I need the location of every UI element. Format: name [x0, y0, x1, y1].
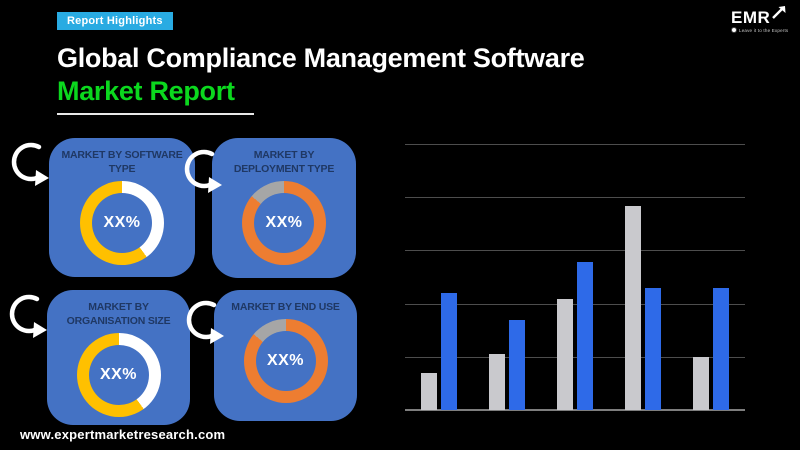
tile-market-by-organisation-size: MARKET BY ORGANISATION SIZE XX%: [47, 290, 190, 425]
donut-chart: XX%: [242, 181, 326, 265]
logo-tagline: Leave it to the Experts: [739, 27, 789, 33]
gray-series-bar: [421, 372, 437, 410]
donut-value: XX%: [99, 366, 138, 383]
gray-series-bar: [693, 357, 709, 410]
page-title: Global Compliance Management Software Ma…: [57, 42, 707, 115]
donut-hole: XX%: [255, 331, 316, 391]
cycle-arrow-icon: [184, 149, 222, 193]
tile-title: MARKET BY SOFTWARE TYPE: [61, 149, 183, 175]
bar-groups: [405, 145, 745, 410]
gray-series-bar: [557, 298, 573, 410]
bar-group: [405, 145, 473, 410]
bar-group: [541, 145, 609, 410]
emr-logo-text: EMR: [731, 8, 771, 27]
website-link[interactable]: www.expertmarketresearch.com: [20, 427, 226, 442]
donut-value: XX%: [266, 352, 305, 369]
donut-hole: XX%: [254, 193, 314, 253]
bar-chart: [405, 144, 745, 411]
donut-hole: XX%: [92, 193, 152, 253]
gray-series-bar: [625, 205, 641, 410]
gray-series-bar: [489, 354, 505, 410]
bar-group: [677, 145, 745, 410]
cycle-arrow-icon: [9, 294, 47, 338]
report-highlights-badge: Report Highlights: [57, 12, 173, 30]
gridline: [405, 197, 745, 199]
blue-series-bar: [713, 288, 729, 410]
gridline: [405, 303, 745, 305]
gridline: [405, 144, 745, 145]
bar-group: [473, 145, 541, 410]
donut-chart: XX%: [76, 333, 161, 417]
gridline: [405, 356, 745, 358]
tile-market-by-end-use: MARKET BY END USE XX%: [214, 290, 357, 421]
tile-title: MARKET BY DEPLOYMENT TYPE: [233, 149, 335, 175]
tile-title: MARKET BY ORGANISATION SIZE: [66, 301, 171, 327]
tile-title: MARKET BY END USE: [231, 301, 340, 313]
page-title-line2: Market Report: [57, 76, 235, 106]
title-underline: [57, 113, 254, 115]
donut-value: XX%: [265, 214, 303, 231]
donut-value: XX%: [103, 214, 141, 231]
growth-arrow-icon: [772, 6, 786, 19]
blue-series-bar: [645, 288, 661, 410]
logo-dot-icon: [731, 27, 737, 33]
bar-group: [609, 145, 677, 410]
blue-series-bar: [509, 319, 525, 410]
gridline: [405, 250, 745, 252]
donut-chart: XX%: [80, 181, 164, 265]
donut-hole: XX%: [88, 345, 149, 405]
cycle-arrow-icon: [186, 300, 224, 344]
page-title-line1: Global Compliance Management Software: [57, 43, 585, 73]
blue-series-bar: [577, 261, 593, 410]
emr-logo: EMR Leave it to the Experts: [731, 6, 793, 33]
blue-series-bar: [441, 293, 457, 410]
tile-market-by-software-type: MARKET BY SOFTWARE TYPE XX%: [49, 138, 195, 277]
x-axis-line: [405, 409, 745, 411]
cycle-arrow-icon: [11, 142, 49, 186]
tile-market-by-deployment-type: MARKET BY DEPLOYMENT TYPE XX%: [212, 138, 356, 278]
donut-chart: XX%: [243, 319, 328, 403]
